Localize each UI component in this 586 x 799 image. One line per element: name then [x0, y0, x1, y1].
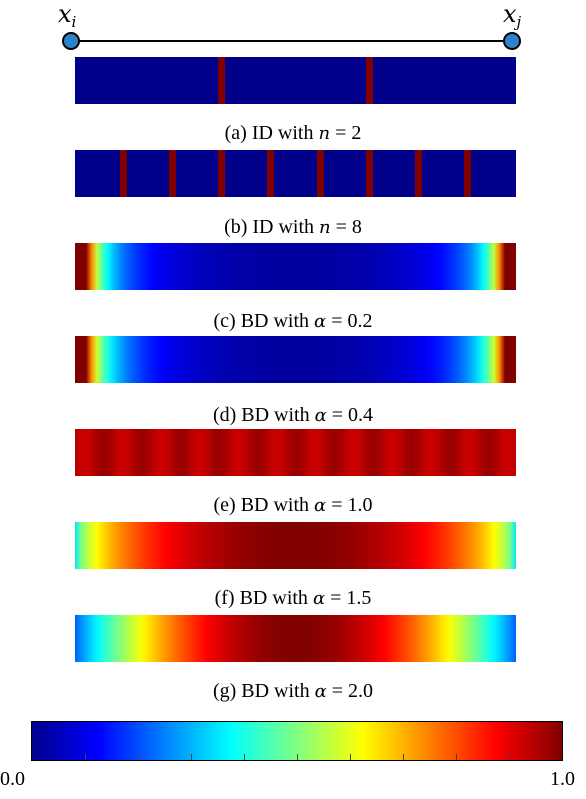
graph-edge [71, 40, 513, 42]
caption-f: (f) BD with α = 1.5 [0, 587, 586, 610]
caption-g-eq: = [326, 680, 349, 702]
bar-b-stripe [414, 150, 422, 197]
bar-e [75, 429, 516, 476]
caption-f-eq: = [325, 587, 347, 609]
caption-d: (d) BD with α = 0.4 [0, 404, 586, 427]
caption-a: (a) ID with n = 2 [0, 122, 586, 145]
caption-g-var: α [314, 681, 327, 702]
caption-b-prefix: (b) ID with [224, 216, 315, 238]
node-j-symbol: x [503, 0, 517, 28]
colorbar-tick [297, 754, 298, 760]
caption-e-prefix: (e) BD with [213, 494, 310, 516]
caption-g-value: 2.0 [348, 680, 374, 702]
node-j [503, 32, 521, 50]
caption-f-value: 1.5 [346, 587, 372, 609]
node-j-label: xj [503, 2, 521, 34]
colorbar-max-label: 1.0 [550, 768, 575, 790]
colorbar-tick [191, 754, 192, 760]
caption-e: (e) BD with α = 1.0 [0, 494, 586, 517]
colorbar-tick [244, 754, 245, 760]
colorbar-tick [456, 754, 457, 760]
bar-a-stripe [218, 57, 226, 104]
colorbar-tick [403, 754, 404, 760]
caption-f-prefix: (f) BD with [214, 587, 308, 609]
caption-c-value: 0.2 [347, 310, 373, 332]
bar-c [75, 243, 516, 290]
colorbar-tick [350, 754, 351, 760]
caption-a-eq: = [330, 122, 352, 144]
bar-d [75, 336, 516, 383]
caption-e-var: α [314, 495, 327, 516]
caption-d-prefix: (d) BD with [212, 404, 310, 426]
caption-b: (b) ID with n = 8 [0, 216, 586, 239]
bar-b-stripe [365, 150, 373, 197]
node-i-label: xi [58, 2, 76, 34]
colorbar-min-label: 0.0 [0, 768, 25, 790]
colorbar-tick [85, 754, 86, 760]
bar-b-stripe [169, 150, 177, 197]
caption-a-prefix: (a) ID with [224, 122, 314, 144]
bar-f [75, 522, 516, 569]
caption-f-var: α [312, 588, 326, 609]
node-i-symbol: x [58, 0, 72, 28]
caption-c-eq: = [326, 310, 348, 332]
bar-b-stripe [267, 150, 275, 197]
bar-b-stripe [218, 150, 226, 197]
caption-b-value: 8 [351, 216, 362, 238]
colorbar [31, 721, 563, 761]
caption-d-var: α [314, 405, 327, 426]
caption-e-value: 1.0 [347, 494, 373, 516]
bar-a [75, 57, 516, 104]
bar-b-stripe [316, 150, 324, 197]
bar-b [75, 150, 516, 197]
node-i [62, 32, 80, 50]
caption-e-eq: = [326, 494, 348, 516]
bar-b-stripe [120, 150, 128, 197]
caption-a-value: 2 [351, 122, 362, 144]
caption-g-prefix: (g) BD with [212, 680, 310, 702]
caption-b-var: n [319, 217, 331, 238]
caption-d-value: 0.4 [348, 404, 374, 426]
caption-a-var: n [318, 123, 331, 144]
node-j-subscript: j [516, 13, 522, 31]
colorbar-tick [509, 754, 510, 760]
caption-g: (g) BD with α = 2.0 [0, 680, 586, 703]
caption-d-eq: = [326, 404, 349, 426]
node-i-subscript: i [71, 13, 77, 31]
bar-b-stripe [463, 150, 471, 197]
caption-c: (c) BD with α = 0.2 [0, 310, 586, 333]
caption-b-eq: = [330, 216, 352, 238]
bar-a-stripe [365, 57, 373, 104]
caption-c-prefix: (c) BD with [213, 310, 310, 332]
colorbar-tick [138, 754, 139, 760]
caption-c-var: α [314, 311, 327, 332]
bar-g [75, 615, 516, 662]
